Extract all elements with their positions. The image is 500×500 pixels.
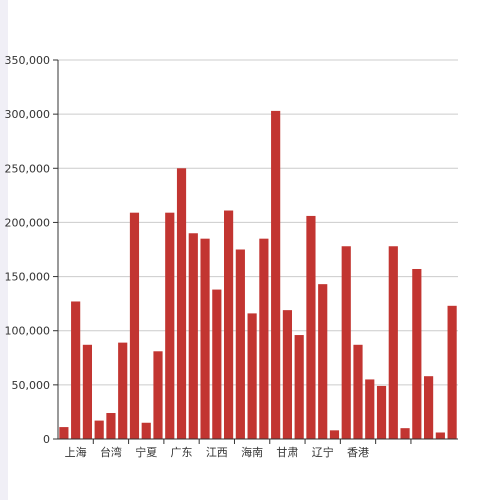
x-category-label: 海南 bbox=[241, 445, 263, 459]
y-tick-label: 100,000 bbox=[5, 325, 51, 338]
bar[interactable] bbox=[247, 313, 257, 439]
bar[interactable] bbox=[353, 344, 363, 439]
bar[interactable] bbox=[106, 413, 116, 439]
bar[interactable] bbox=[365, 379, 375, 439]
x-category-label: 江西 bbox=[206, 446, 228, 459]
bar[interactable] bbox=[282, 310, 292, 439]
bar[interactable] bbox=[259, 238, 269, 439]
x-category-label: 广东 bbox=[171, 446, 193, 459]
x-category-label: 台湾 bbox=[100, 445, 122, 459]
y-tick-label: 50,000 bbox=[12, 379, 51, 392]
bar[interactable] bbox=[424, 376, 434, 439]
bar[interactable] bbox=[306, 215, 316, 439]
left-strip bbox=[0, 0, 8, 500]
bar[interactable] bbox=[129, 212, 140, 439]
bar[interactable] bbox=[341, 246, 351, 439]
y-tick-label: 300,000 bbox=[5, 108, 51, 121]
x-category-label: 辽宁 bbox=[312, 445, 334, 459]
bar[interactable] bbox=[153, 351, 163, 439]
x-category-label: 香港 bbox=[347, 446, 369, 459]
bar[interactable] bbox=[388, 246, 398, 439]
bar[interactable] bbox=[329, 430, 340, 439]
x-category-label: 甘肃 bbox=[276, 446, 298, 459]
bar[interactable] bbox=[94, 420, 104, 439]
bar[interactable] bbox=[447, 305, 457, 439]
bar[interactable] bbox=[318, 284, 328, 439]
y-tick-label: 150,000 bbox=[5, 271, 51, 284]
bar[interactable] bbox=[271, 110, 281, 439]
y-tick-label: 350,000 bbox=[5, 54, 51, 67]
y-tick-label: 250,000 bbox=[5, 162, 51, 175]
bar[interactable] bbox=[412, 268, 422, 439]
y-tick-label: 0 bbox=[43, 433, 50, 446]
bar[interactable] bbox=[141, 422, 151, 439]
bar[interactable] bbox=[224, 210, 234, 439]
bar[interactable] bbox=[118, 342, 128, 439]
bar[interactable] bbox=[165, 212, 175, 439]
x-category-label: 宁夏 bbox=[135, 445, 157, 459]
bar[interactable] bbox=[71, 301, 81, 439]
bar[interactable] bbox=[82, 344, 92, 439]
bar[interactable] bbox=[176, 168, 187, 440]
bar[interactable] bbox=[212, 289, 222, 439]
bar[interactable] bbox=[59, 427, 69, 439]
y-tick-label: 200,000 bbox=[5, 216, 51, 229]
bar[interactable] bbox=[200, 238, 210, 439]
bar[interactable] bbox=[294, 335, 304, 439]
bar[interactable] bbox=[376, 385, 387, 439]
bar[interactable] bbox=[435, 432, 445, 439]
bar[interactable] bbox=[235, 249, 245, 440]
bar[interactable] bbox=[188, 233, 198, 439]
x-category-label: 上海 bbox=[65, 445, 87, 459]
bar[interactable] bbox=[400, 428, 410, 439]
